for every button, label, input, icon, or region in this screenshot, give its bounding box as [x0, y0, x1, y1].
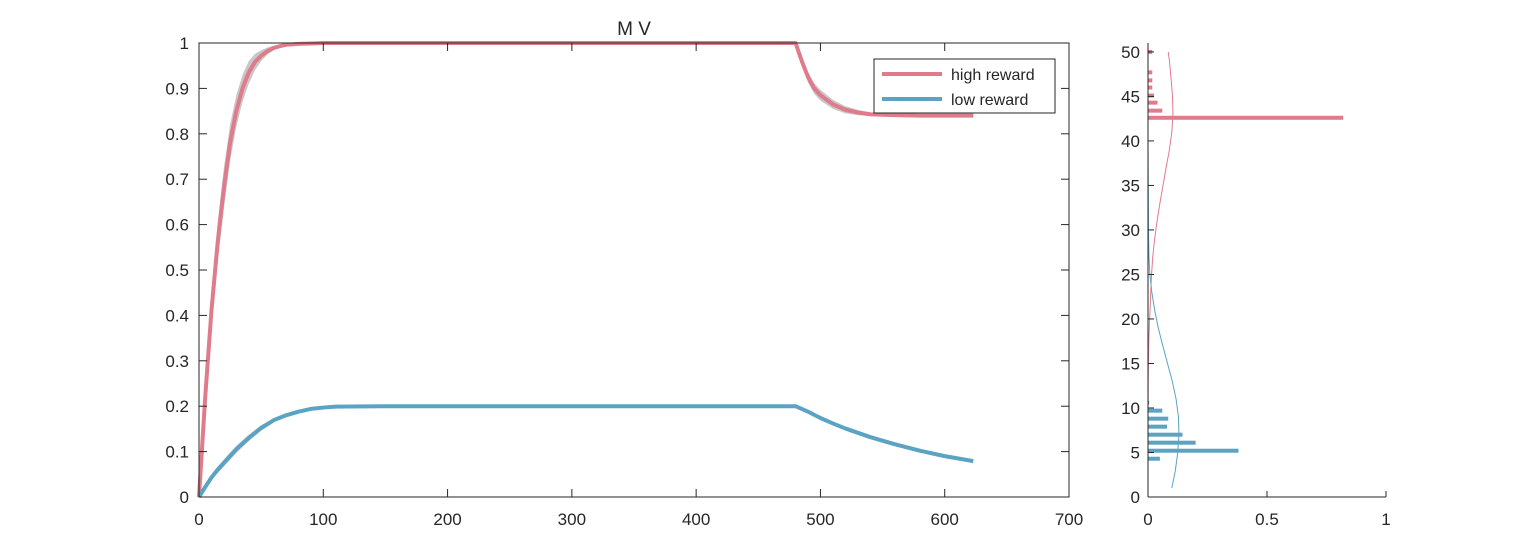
- y-tick-label: 0.6: [165, 216, 189, 235]
- bar-high-reward: [1148, 100, 1158, 105]
- x-tick-label: 100: [309, 510, 337, 529]
- hist-y-tick-label: 45: [1121, 87, 1140, 106]
- bar-high-reward: [1148, 93, 1154, 98]
- x-axis-ticks: 0 100 200 300 400 500 600 700: [194, 43, 1083, 529]
- line-low-reward: [197, 404, 974, 499]
- chart-title: M V: [617, 19, 651, 40]
- series-lines: [197, 41, 974, 499]
- y-tick-label: 0.3: [165, 352, 189, 371]
- x-tick-label: 200: [433, 510, 461, 529]
- bar-low-reward: [1148, 424, 1168, 429]
- fit-curve-low-reward: [1147, 114, 1180, 489]
- band-low-reward: [199, 406, 974, 497]
- legend-label-high-reward: high reward: [951, 67, 1035, 84]
- main-line-plot: M V 0 100 200 300 400 500 600 700 0 0.1 0.2 0.3 0.4…: [165, 19, 1083, 529]
- y-tick-label: 0.7: [165, 170, 189, 189]
- bar-low-reward: [1148, 448, 1239, 453]
- hist-y-tick-label: 20: [1121, 310, 1140, 329]
- hist-x-tick-label: 1: [1381, 510, 1390, 529]
- hist-y-tick-label: 10: [1121, 399, 1140, 418]
- bar-high-reward: [1148, 115, 1344, 120]
- y-tick-label: 0: [180, 488, 189, 507]
- x-tick-label: 0: [194, 510, 203, 529]
- x-tick-label: 600: [931, 510, 959, 529]
- bar-low-reward: [1148, 456, 1160, 461]
- hist-y-tick-label: 30: [1121, 221, 1140, 240]
- y-tick-label: 0.5: [165, 261, 189, 280]
- hist-y-tick-label: 0: [1131, 488, 1140, 507]
- y-tick-label: 0.1: [165, 443, 189, 462]
- hist-y-tick-label: 5: [1131, 443, 1140, 462]
- x-tick-label: 300: [558, 510, 586, 529]
- bar-low-reward: [1148, 408, 1163, 413]
- bar-low-reward: [1148, 440, 1196, 445]
- bar-high-reward: [1148, 85, 1153, 90]
- x-tick-label: 700: [1055, 510, 1083, 529]
- bar-low-reward: [1148, 416, 1169, 421]
- x-tick-label: 400: [682, 510, 710, 529]
- y-tick-label: 0.9: [165, 79, 189, 98]
- hist-y-tick-label: 25: [1121, 265, 1140, 284]
- histogram-y-ticks: 0 5 10 15 20 25 30 35 40 45 50: [1121, 43, 1154, 507]
- hist-x-tick-label: 0: [1143, 510, 1152, 529]
- y-tick-label: 0.2: [165, 397, 189, 416]
- bar-high-reward: [1148, 70, 1153, 75]
- y-tick-label: 1: [180, 34, 189, 53]
- legend-label-low-reward: low reward: [951, 92, 1028, 109]
- bar-high-reward: [1148, 78, 1153, 83]
- hist-y-tick-label: 50: [1121, 43, 1140, 62]
- histogram-bars: [1148, 49, 1344, 461]
- legend: high reward low reward: [873, 58, 1056, 114]
- y-axis-ticks: 0 0.1 0.2 0.3 0.4 0.5 0.6 0.7 0.8 0.9 1: [165, 34, 1069, 507]
- bar-low-reward: [1148, 400, 1150, 405]
- hist-y-tick-label: 15: [1121, 354, 1140, 373]
- legend-box: [873, 58, 1056, 114]
- hist-y-tick-label: 40: [1121, 132, 1140, 151]
- bar-low-reward: [1148, 432, 1183, 437]
- histogram-x-ticks: 0 0.5 1: [1143, 491, 1391, 529]
- x-tick-label: 500: [806, 510, 834, 529]
- y-tick-label: 0.8: [165, 125, 189, 144]
- bar-high-reward: [1148, 108, 1163, 113]
- hist-y-tick-label: 35: [1121, 176, 1140, 195]
- line-high-reward: [197, 41, 974, 498]
- y-tick-label: 0.4: [165, 306, 189, 325]
- histogram-axes: [1147, 43, 1386, 498]
- fit-curve-high-reward: [1147, 51, 1174, 497]
- hist-x-tick-label: 0.5: [1255, 510, 1279, 529]
